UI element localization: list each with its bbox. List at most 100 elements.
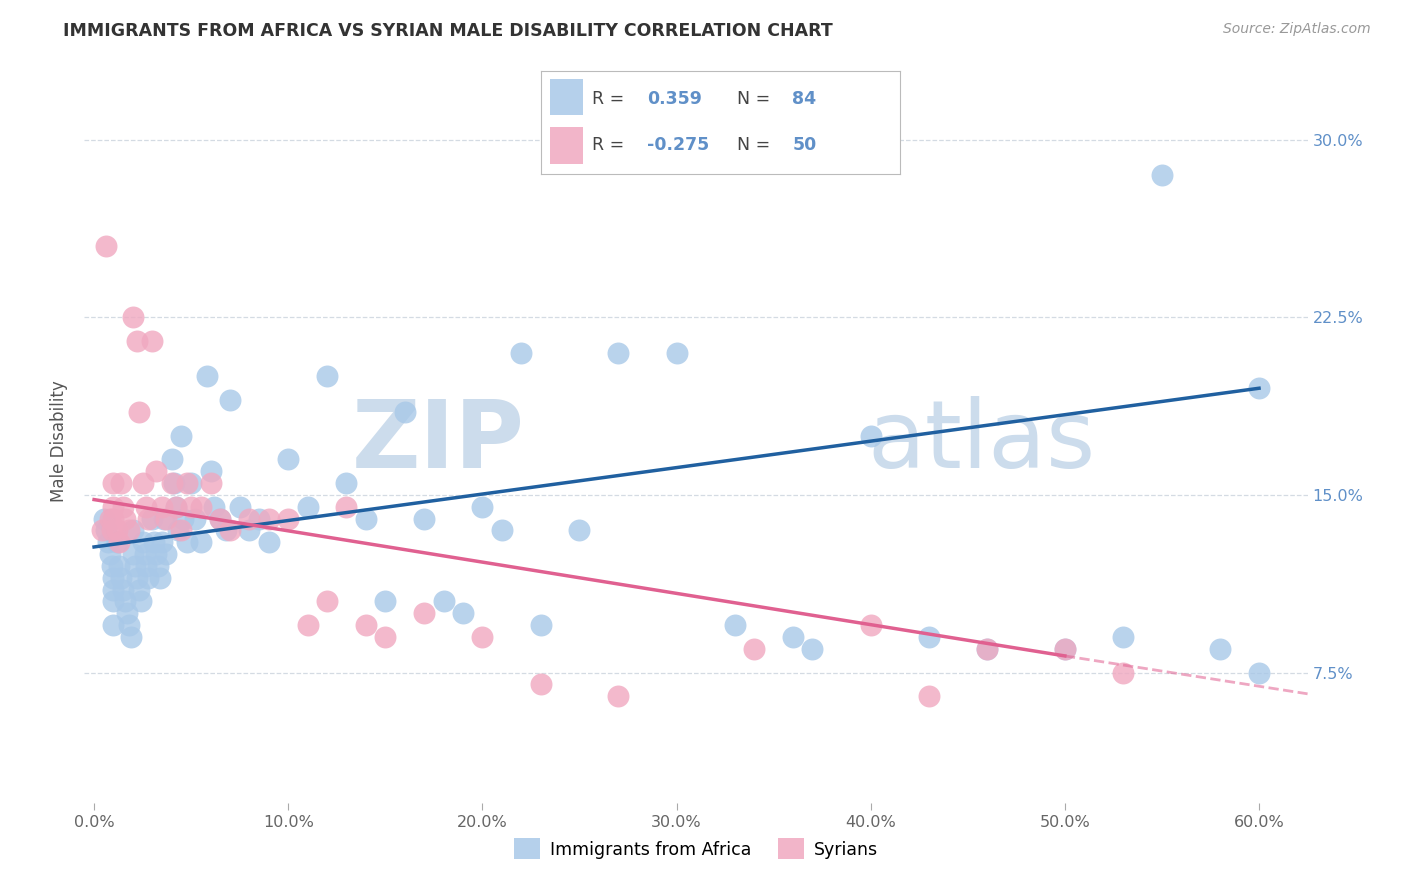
Point xyxy=(155,547,177,561)
Point xyxy=(607,689,630,703)
Point xyxy=(122,524,145,538)
Text: 84: 84 xyxy=(793,90,817,108)
Point xyxy=(103,618,125,632)
Point xyxy=(176,535,198,549)
Text: IMMIGRANTS FROM AFRICA VS SYRIAN MALE DISABILITY CORRELATION CHART: IMMIGRANTS FROM AFRICA VS SYRIAN MALE DI… xyxy=(63,22,832,40)
Point xyxy=(94,524,117,538)
Point xyxy=(413,607,436,621)
Point xyxy=(129,594,152,608)
Point xyxy=(134,547,156,561)
Point xyxy=(118,524,141,538)
Point xyxy=(103,475,125,490)
Point xyxy=(110,571,132,585)
Point xyxy=(103,582,125,597)
Point xyxy=(114,594,136,608)
Point xyxy=(149,571,172,585)
Point xyxy=(176,475,198,490)
Point xyxy=(125,334,148,348)
Point xyxy=(160,452,183,467)
Text: Source: ZipAtlas.com: Source: ZipAtlas.com xyxy=(1223,22,1371,37)
Point xyxy=(215,524,238,538)
Point xyxy=(103,571,125,585)
Point xyxy=(110,475,132,490)
Point xyxy=(108,558,131,573)
Point xyxy=(200,464,222,478)
Point xyxy=(93,511,115,525)
Point xyxy=(257,535,280,549)
Point xyxy=(114,511,136,525)
Point xyxy=(131,475,153,490)
Point xyxy=(204,500,226,514)
Point xyxy=(108,535,131,549)
Point xyxy=(103,500,125,514)
Point xyxy=(97,535,120,549)
Point xyxy=(153,511,176,525)
Point xyxy=(859,428,882,442)
Point xyxy=(150,535,173,549)
Point xyxy=(103,594,125,608)
Point xyxy=(100,524,122,538)
Point xyxy=(124,558,146,573)
Point xyxy=(115,607,138,621)
Point xyxy=(135,500,157,514)
Point xyxy=(125,571,148,585)
Point xyxy=(160,475,183,490)
Point xyxy=(195,369,218,384)
Point xyxy=(335,475,357,490)
Point xyxy=(859,618,882,632)
Point xyxy=(112,582,135,597)
Point xyxy=(238,511,260,525)
Point xyxy=(120,630,142,644)
Text: N =: N = xyxy=(737,136,776,154)
Point xyxy=(607,345,630,359)
Point xyxy=(145,547,167,561)
Point xyxy=(219,524,242,538)
Point xyxy=(374,594,396,608)
Point xyxy=(228,500,250,514)
Point xyxy=(163,475,186,490)
Point xyxy=(150,500,173,514)
Point xyxy=(510,345,533,359)
Point xyxy=(90,524,112,538)
Point xyxy=(335,500,357,514)
Point xyxy=(1247,381,1270,395)
Point xyxy=(135,558,157,573)
Point xyxy=(122,547,145,561)
Point xyxy=(94,239,117,253)
Point xyxy=(180,500,202,514)
Text: 50: 50 xyxy=(793,136,817,154)
Text: R =: R = xyxy=(592,90,630,108)
Point xyxy=(471,500,494,514)
Point xyxy=(976,641,998,656)
Point xyxy=(1247,665,1270,680)
Point xyxy=(200,475,222,490)
Point xyxy=(1209,641,1232,656)
Point xyxy=(257,511,280,525)
Point xyxy=(141,334,163,348)
Point xyxy=(297,500,319,514)
Point xyxy=(530,677,553,691)
Point xyxy=(219,393,242,408)
Point xyxy=(100,558,122,573)
Point xyxy=(918,630,941,644)
Point xyxy=(170,428,193,442)
Point xyxy=(155,511,177,525)
Point xyxy=(1150,168,1173,182)
Legend: Immigrants from Africa, Syrians: Immigrants from Africa, Syrians xyxy=(506,831,886,866)
Point xyxy=(665,345,688,359)
Point xyxy=(143,535,166,549)
Point xyxy=(105,524,128,538)
Text: 0.359: 0.359 xyxy=(647,90,702,108)
Text: ZIP: ZIP xyxy=(352,395,524,488)
Point xyxy=(491,524,513,538)
Point xyxy=(374,630,396,644)
Point xyxy=(122,310,145,325)
Point xyxy=(165,500,187,514)
Point xyxy=(1112,665,1135,680)
Point xyxy=(354,511,377,525)
Point xyxy=(432,594,454,608)
Point xyxy=(724,618,747,632)
Bar xyxy=(550,78,582,115)
Point xyxy=(742,641,765,656)
Point xyxy=(98,547,121,561)
